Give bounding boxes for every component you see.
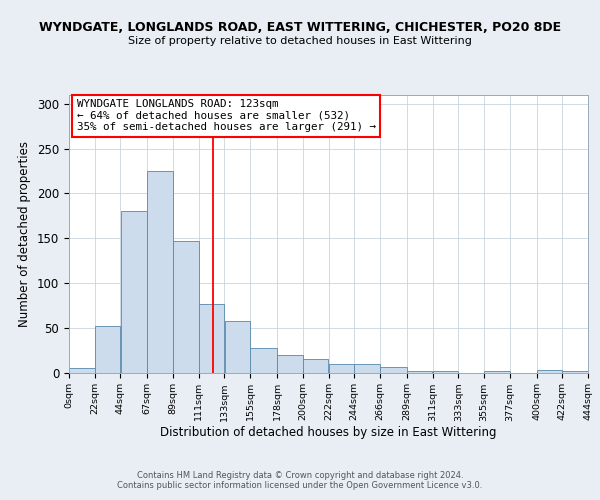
Bar [537,370,562,372]
Text: Contains public sector information licensed under the Open Government Licence v3: Contains public sector information licen… [118,482,482,490]
Text: Contains HM Land Registry data © Crown copyright and database right 2024.: Contains HM Land Registry data © Crown c… [137,472,463,480]
Bar [303,359,328,372]
Bar [199,304,224,372]
Bar [173,241,199,372]
Text: WYNDGATE LONGLANDS ROAD: 123sqm
← 64% of detached houses are smaller (532)
35% o: WYNDGATE LONGLANDS ROAD: 123sqm ← 64% of… [77,99,376,132]
Bar [95,326,120,372]
Bar [224,322,250,372]
Bar [355,364,380,372]
Text: Size of property relative to detached houses in East Wittering: Size of property relative to detached ho… [128,36,472,46]
Bar [484,370,509,372]
X-axis label: Distribution of detached houses by size in East Wittering: Distribution of detached houses by size … [160,426,497,440]
Bar [329,364,354,372]
Bar [250,348,277,372]
Bar [69,368,95,372]
Bar [433,370,458,372]
Bar [407,370,433,372]
Text: WYNDGATE, LONGLANDS ROAD, EAST WITTERING, CHICHESTER, PO20 8DE: WYNDGATE, LONGLANDS ROAD, EAST WITTERING… [39,21,561,34]
Bar [380,367,407,372]
Y-axis label: Number of detached properties: Number of detached properties [19,141,31,327]
Bar [277,354,302,372]
Bar [121,212,147,372]
Bar [562,370,588,372]
Bar [148,171,173,372]
